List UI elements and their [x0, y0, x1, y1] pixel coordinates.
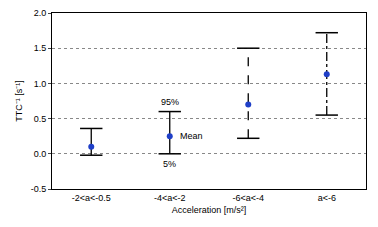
svg-text:TTC⁻¹ [s⁻¹]: TTC⁻¹ [s⁻¹]	[14, 80, 24, 122]
svg-text:-0.5: -0.5	[31, 184, 47, 194]
svg-text:-2<a<-0.5: -2<a<-0.5	[72, 193, 111, 203]
svg-text:-6<a<-4: -6<a<-4	[232, 193, 264, 203]
svg-text:1.5: 1.5	[34, 43, 47, 53]
svg-text:95%: 95%	[161, 97, 179, 107]
svg-text:-4<a<-2: -4<a<-2	[154, 193, 186, 203]
svg-text:Acceleration [m/s²]: Acceleration [m/s²]	[172, 205, 247, 215]
svg-text:5%: 5%	[163, 159, 176, 169]
svg-text:0.5: 0.5	[34, 114, 47, 124]
svg-text:0.0: 0.0	[34, 149, 47, 159]
svg-text:1.0: 1.0	[34, 79, 47, 89]
svg-text:Mean: Mean	[180, 131, 203, 141]
svg-text:a<-6: a<-6	[318, 193, 336, 203]
svg-text:2.0: 2.0	[34, 8, 47, 18]
